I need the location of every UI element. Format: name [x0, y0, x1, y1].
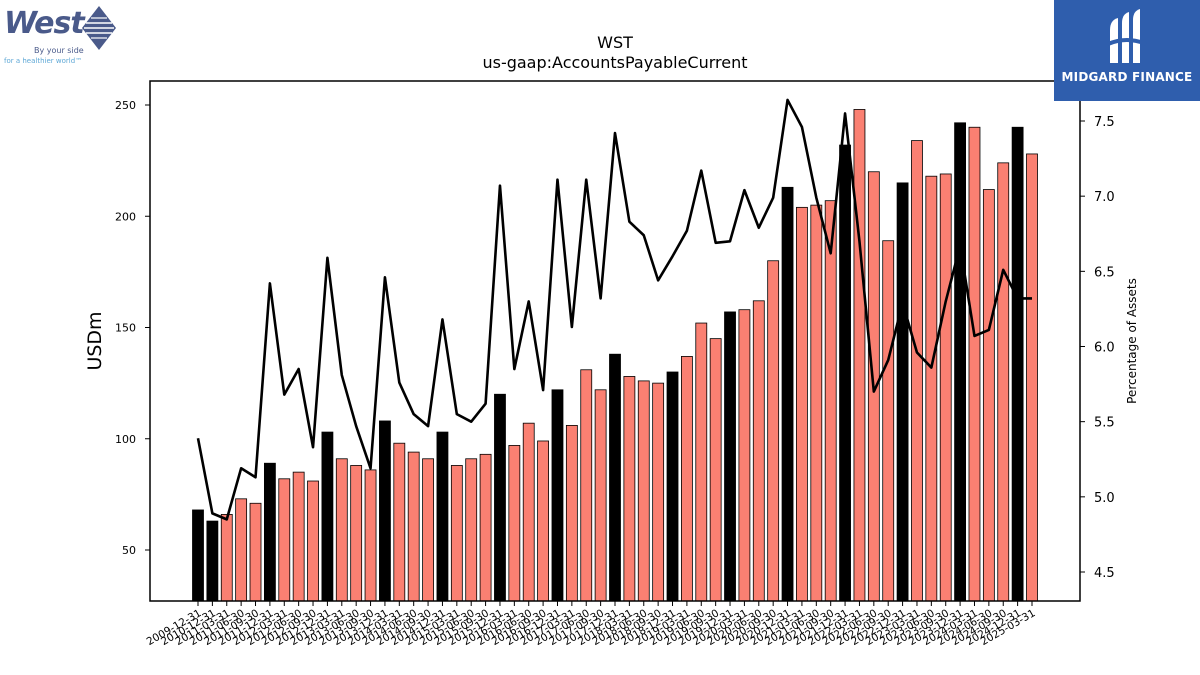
- west-diamond-icon: [82, 6, 116, 50]
- y-axis-label: USDm: [84, 311, 106, 370]
- y2-tick-label-6: 6.0: [1094, 341, 1115, 356]
- chart-title: WST: [597, 33, 633, 52]
- bar-2011-12-31: [263, 462, 276, 602]
- bar-2014-06-30: [407, 451, 420, 602]
- series-line-percentage-of-assets: [196, 98, 1032, 521]
- bar-2018-09-30: [652, 382, 665, 602]
- bar-2017-09-30: [594, 389, 607, 602]
- bar-2011-03-31: [220, 514, 233, 602]
- west-logo-subtagline: for a healthier world™: [4, 57, 83, 65]
- bar-2022-12-31: [896, 182, 909, 602]
- bar-2020-06-30: [752, 300, 765, 602]
- bar-2019-06-30: [695, 322, 708, 602]
- y2-tick-label-5: 5.0: [1094, 491, 1115, 506]
- bar-2016-09-30: [537, 440, 549, 602]
- bar-2016-06-30: [522, 422, 535, 602]
- bar-2012-12-31: [321, 431, 334, 602]
- bar-2018-12-31: [666, 371, 679, 602]
- bar-2015-03-31: [450, 465, 463, 602]
- bar-2023-09-30: [939, 173, 952, 602]
- bar-2022-09-30: [882, 240, 895, 602]
- bar-2024-09-30: [997, 162, 1010, 602]
- bar-2024-12-31: [1011, 126, 1024, 602]
- y-tick-label-50: 50: [122, 544, 136, 557]
- west-logo: West By your side for a healthier world™: [4, 4, 116, 68]
- bar-2020-12-31: [781, 186, 794, 602]
- bar-2021-03-31: [796, 206, 808, 602]
- y2-axis-label: Percentage of Assets: [1125, 278, 1139, 404]
- bar-2015-09-30: [479, 453, 492, 602]
- midgard-emblem-icon: [1107, 9, 1147, 63]
- bar-2011-09-30: [249, 502, 262, 602]
- bar-2015-06-30: [465, 458, 478, 602]
- bar-2020-09-30: [767, 260, 780, 602]
- bar-2014-03-31: [393, 442, 406, 602]
- bar-2021-09-30: [824, 200, 837, 602]
- bar-2019-12-31: [724, 311, 736, 602]
- y-tick-label-150: 150: [115, 322, 136, 335]
- bar-2013-03-31: [335, 458, 348, 602]
- bar-2023-12-31: [954, 122, 966, 602]
- bar-2017-12-31: [609, 353, 621, 602]
- y2-tick-label-4.5: 4.5: [1094, 566, 1115, 581]
- bar-2017-03-31: [565, 424, 578, 602]
- west-logo-word: West: [4, 6, 85, 41]
- bar-2017-06-30: [580, 369, 593, 602]
- bars-group: [192, 109, 1038, 602]
- bar-2018-06-30: [637, 380, 650, 602]
- bar-2019-09-30: [709, 338, 722, 602]
- bar-2011-06-30: [235, 498, 248, 602]
- bar-2013-06-30: [350, 465, 363, 602]
- bar-2019-03-31: [681, 356, 693, 602]
- bar-2012-09-30: [307, 480, 319, 602]
- y2-tick-label-6.5: 6.5: [1094, 265, 1115, 280]
- y2-tick-label-7: 7.0: [1094, 190, 1115, 205]
- bar-2023-06-30: [925, 175, 938, 602]
- bar-2016-12-31: [551, 389, 564, 602]
- y-axis: 50 100 150 200 250: [115, 99, 150, 557]
- bar-2023-03-31: [911, 140, 923, 602]
- line-layer: [196, 98, 1032, 521]
- bar-2021-12-31: [839, 144, 851, 602]
- bar-2022-03-31: [853, 109, 866, 602]
- bar-2021-06-30: [810, 204, 823, 602]
- bar-2024-03-31: [968, 126, 981, 602]
- bar-2018-03-31: [623, 376, 636, 602]
- chart-subtitle: us-gaap:AccountsPayableCurrent: [482, 53, 747, 72]
- west-logo-tagline: By your side: [34, 46, 84, 55]
- bar-2014-12-31: [436, 431, 449, 602]
- y-tick-label-200: 200: [115, 210, 136, 223]
- bar-2014-09-30: [422, 458, 434, 602]
- bar-2013-12-31: [379, 420, 391, 602]
- bar-2009-12-31: [192, 509, 204, 602]
- bar-2010-12-31: [206, 520, 219, 602]
- y2-tick-label-7.5: 7.5: [1094, 115, 1115, 130]
- bar-2013-09-30: [364, 469, 377, 602]
- bar-2012-03-31: [278, 478, 291, 602]
- bar-2016-03-31: [508, 445, 521, 602]
- y-tick-label-100: 100: [115, 433, 136, 446]
- midgard-finance-logo: MIDGARD FINANCE: [1054, 0, 1200, 101]
- bar-2025-03-31: [1026, 153, 1038, 602]
- y-tick-label-250: 250: [115, 99, 136, 112]
- bar-2024-06-30: [982, 189, 995, 602]
- bar-2012-06-30: [292, 471, 305, 602]
- x-axis: 2009-12-312010-12-312011-03-312011-06-30…: [145, 601, 1038, 648]
- midgard-logo-text: MIDGARD FINANCE: [1061, 70, 1193, 84]
- y2-tick-label-5.5: 5.5: [1094, 416, 1115, 431]
- bar-2015-12-31: [494, 393, 506, 602]
- y2-axis: 4.5 5.0 5.5 6.0 6.5 7.0 7.5: [1080, 115, 1115, 581]
- bar-2020-03-31: [738, 309, 751, 602]
